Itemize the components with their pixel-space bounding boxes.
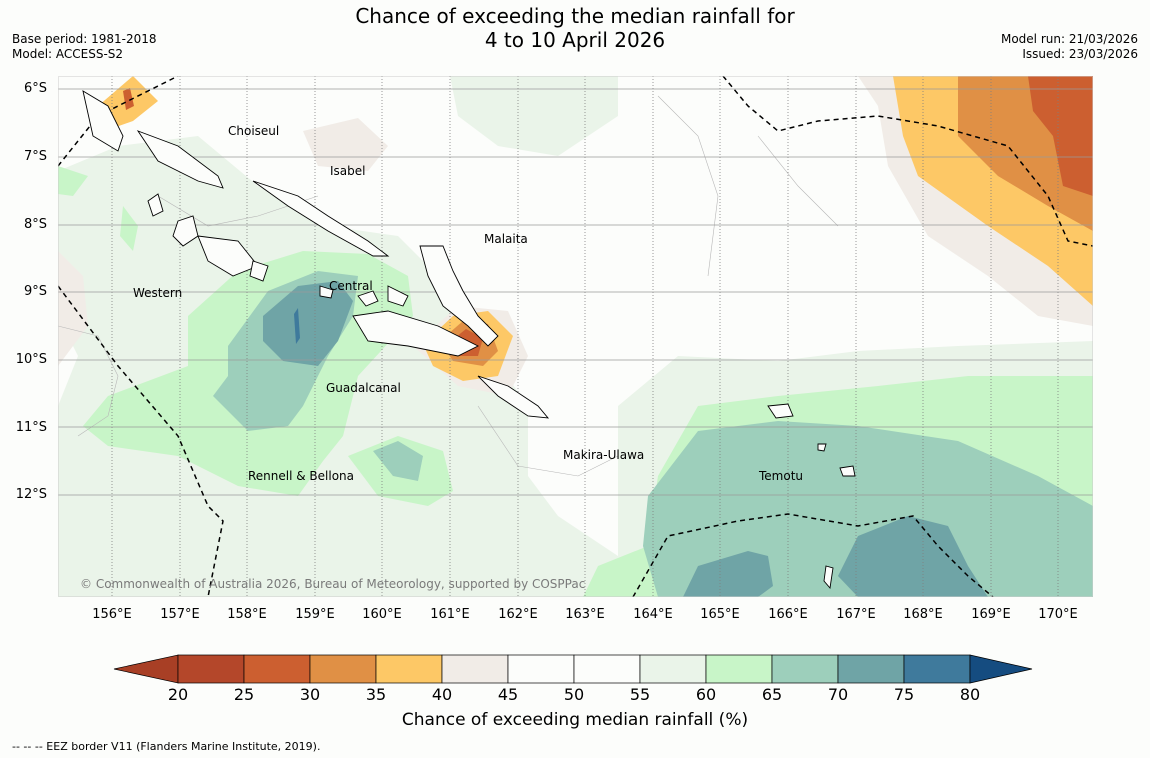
cbar-tick: 20: [167, 685, 189, 704]
label-isabel: Isabel: [330, 164, 365, 178]
colorbar-label: Chance of exceeding median rainfall (%): [401, 710, 749, 730]
title-line-2: 4 to 10 April 2026: [484, 28, 666, 52]
lat-label: 11°S: [15, 420, 47, 435]
label-rennell-bellona: Rennell & Bellona: [248, 469, 354, 483]
cbar-cell: [903, 654, 971, 684]
chart-title: Chance of exceeding the median rainfall …: [0, 4, 1150, 52]
issued-date: Issued: 23/03/2026: [1022, 47, 1138, 61]
cbar-cell: [573, 654, 641, 684]
cbar-tick: 50: [563, 685, 585, 704]
title-line-1: Chance of exceeding the median rainfall …: [355, 4, 795, 28]
colorbar: [113, 654, 1033, 684]
lon-label: 160°E: [362, 607, 402, 622]
lon-label: 167°E: [836, 607, 876, 622]
cbar-tick: 35: [365, 685, 387, 704]
label-makira-ulawa: Makira-Ulawa: [563, 448, 644, 462]
cbar-tick: 65: [761, 685, 783, 704]
cbar-cell: [705, 654, 773, 684]
model-run: Model run: 21/03/2026: [1000, 32, 1138, 46]
lon-label: 169°E: [971, 607, 1011, 622]
contour-70-75: [263, 281, 988, 597]
lon-label: 161°E: [430, 607, 470, 622]
cbar-cell: [309, 654, 377, 684]
lat-label: 12°S: [15, 487, 47, 502]
lon-label: 170°E: [1038, 607, 1078, 622]
lat-label: 8°S: [23, 217, 47, 232]
cbar-tick: 80: [959, 685, 981, 704]
label-temotu: Temotu: [758, 469, 803, 483]
cbar-extend-high: [969, 654, 1033, 684]
meta-left: Base period: 1981-2018 Model: ACCESS-S2: [12, 32, 157, 62]
lon-label: 157°E: [160, 607, 200, 622]
contour-75-80: [294, 308, 300, 344]
latitude-gridlines: [58, 88, 1093, 496]
contour-lines: [58, 95, 839, 477]
lat-label: 10°S: [15, 352, 47, 367]
cbar-cell: [837, 654, 905, 684]
copyright-text: © Commonwealth of Australia 2026, Bureau…: [80, 577, 585, 591]
cbar-tick: 40: [431, 685, 453, 704]
cbar-tick: 55: [629, 685, 651, 704]
meta-right: Model run: 21/03/2026 Issued: 23/03/2026: [1001, 32, 1138, 62]
lon-label: 164°E: [633, 607, 673, 622]
base-period: Base period: 1981-2018: [12, 32, 157, 46]
model-name: Model: ACCESS-S2: [12, 47, 124, 61]
coastlines: [82, 90, 856, 590]
label-malaita: Malaita: [484, 232, 528, 246]
label-choiseul: Choiseul: [228, 124, 279, 138]
lon-label: 165°E: [700, 607, 740, 622]
lon-label: 168°E: [903, 607, 943, 622]
label-guadalcanal: Guadalcanal: [326, 381, 401, 395]
rainfall-map: © Commonwealth of Australia 2026, Bureau…: [58, 76, 1093, 597]
cbar-tick: 70: [827, 685, 849, 704]
lon-label: 166°E: [768, 607, 808, 622]
lon-label: 159°E: [295, 607, 335, 622]
cbar-cell: [639, 654, 707, 684]
cbar-tick: 75: [893, 685, 915, 704]
cbar-cell: [243, 654, 311, 684]
lon-label: 162°E: [498, 607, 538, 622]
cbar-cell: [441, 654, 509, 684]
lat-label: 9°S: [23, 284, 47, 299]
cbar-tick: 60: [695, 685, 717, 704]
cbar-tick: 25: [233, 685, 255, 704]
cbar-cell: [177, 654, 245, 684]
label-central: Central: [329, 279, 373, 293]
cbar-cell: [507, 654, 575, 684]
lon-label: 158°E: [227, 607, 267, 622]
cbar-extend-low: [113, 654, 179, 684]
cbar-cell: [771, 654, 839, 684]
lat-label: 7°S: [23, 149, 47, 164]
lon-label: 163°E: [565, 607, 605, 622]
label-western: Western: [133, 286, 182, 300]
lat-label: 6°S: [23, 81, 47, 96]
lon-label: 156°E: [92, 607, 132, 622]
cbar-tick: 30: [299, 685, 321, 704]
province-labels: Choiseul Isabel Malaita Western Central …: [133, 124, 803, 483]
cbar-cell: [375, 654, 443, 684]
cbar-tick: 45: [497, 685, 519, 704]
eez-footnote: -- -- -- EEZ border V11 (Flanders Marine…: [12, 740, 321, 753]
